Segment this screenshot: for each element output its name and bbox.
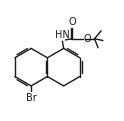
Text: HN: HN [55, 30, 70, 40]
Text: O: O [68, 17, 76, 27]
Text: Br: Br [26, 93, 37, 103]
Text: O: O [84, 34, 91, 44]
